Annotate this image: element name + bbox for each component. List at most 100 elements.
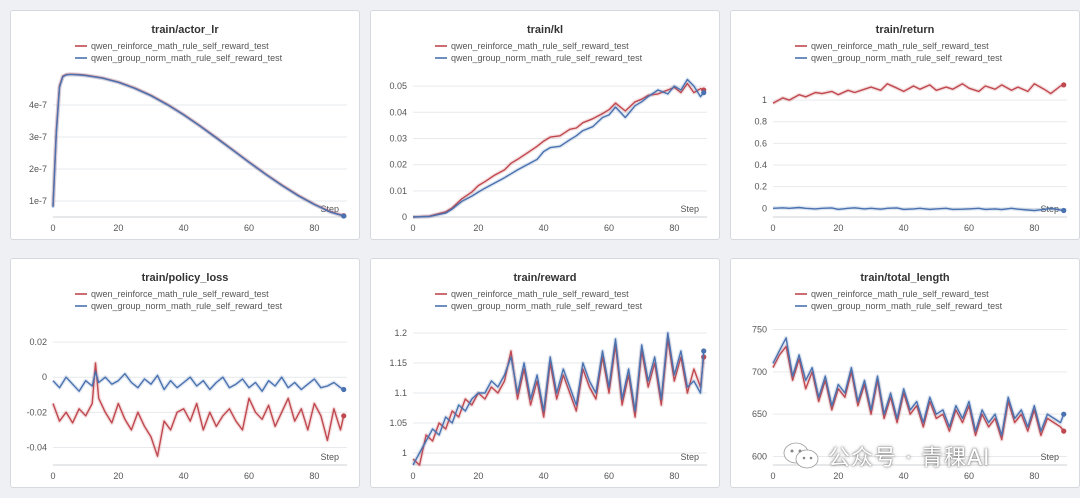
series-endpoint-0 [1061,428,1067,434]
y-tick-label: 700 [752,367,767,377]
y-tick-label: 0.02 [389,160,407,170]
series-line-1 [772,206,1064,212]
series-endpoint-1 [1061,411,1067,417]
x-tick-label: 0 [50,223,55,233]
chart-title: train/actor_lr [151,24,219,36]
chart-title: train/reward [514,272,577,284]
legend-label: qwen_reinforce_math_rule_self_reward_tes… [451,289,629,299]
y-tick-label: 0.02 [29,337,47,347]
x-tick-label: 60 [244,471,254,481]
series-line-1 [52,73,344,217]
watermark: 公众号 · 青稞AI [782,438,991,474]
x-tick-label: 80 [669,471,679,481]
legend-label: qwen_reinforce_math_rule_self_reward_tes… [91,289,269,299]
chart-title: train/policy_loss [142,272,229,284]
x-tick-label: 80 [669,223,679,233]
chart-panel-kl: train/kl qwen_reinforce_math_rule_self_re… [370,10,720,240]
x-axis-label: Step [680,204,699,214]
x-tick-label: 20 [473,223,483,233]
x-tick-label: 60 [964,471,974,481]
legend-label: qwen_group_norm_math_rule_self_reward_te… [451,301,643,311]
x-tick-label: 40 [179,223,189,233]
x-tick-label: 0 [410,471,415,481]
chart-title: train/total_length [860,272,950,284]
legend-label: qwen_group_norm_math_rule_self_reward_te… [91,53,283,63]
legend-label: qwen_reinforce_math_rule_self_reward_tes… [91,41,269,51]
chart-panel-reward: train/reward qwen_reinforce_math_rule_sel… [370,258,720,488]
y-tick-label: 1e-7 [29,196,47,206]
wechat-icon [783,442,819,469]
x-tick-label: 80 [1029,471,1039,481]
y-tick-label: 1.1 [394,388,407,398]
series-line-1 [52,371,345,392]
legend-label: qwen_group_norm_math_rule_self_reward_te… [811,301,1003,311]
x-tick-label: 0 [770,471,775,481]
x-tick-label: 60 [964,223,974,233]
series-line-1 [412,332,705,466]
x-tick-label: 80 [309,223,319,233]
chart-panel-policy-loss: train/policy_loss qwen_reinforce_math_rul… [10,258,360,488]
chart-svg: train/total_length qwen_reinforce_math_ru… [752,272,1067,481]
chart-panel-return: train/return qwen_reinforce_math_rule_sel… [730,10,1080,240]
series-line-1 [772,337,1065,437]
y-tick-label: 0 [762,203,767,213]
x-tick-label: 60 [604,471,614,481]
chart-panel-actor-lr: train/actor_lr qwen_reinforce_math_rule_s… [10,10,360,240]
chart-svg: train/kl qwen_reinforce_math_rule_self_re… [389,24,707,233]
chart-svg: train/return qwen_reinforce_math_rule_sel… [754,24,1067,233]
y-tick-label: 0.05 [389,81,407,91]
x-tick-label: 20 [833,223,843,233]
y-tick-label: 4e-7 [29,100,47,110]
legend-label: qwen_group_norm_math_rule_self_reward_te… [91,301,283,311]
x-axis-label: Step [1040,452,1059,462]
y-tick-label: 0.6 [754,138,767,148]
x-tick-label: 40 [899,471,909,481]
legend-label: qwen_group_norm_math_rule_self_reward_te… [451,53,643,63]
series-band-0 [412,81,705,219]
x-tick-label: 60 [244,223,254,233]
series-endpoint-0 [341,413,347,419]
x-tick-label: 40 [179,471,189,481]
chart-title: train/return [876,24,935,36]
x-tick-label: 40 [539,223,549,233]
x-tick-label: 20 [473,471,483,481]
x-tick-label: 40 [539,471,549,481]
series-endpoint-1 [341,213,347,219]
legend-label: qwen_reinforce_math_rule_self_reward_tes… [451,41,629,51]
chart-svg: train/actor_lr qwen_reinforce_math_rule_s… [29,24,347,233]
x-tick-label: 0 [770,223,775,233]
series-line-0 [52,362,345,457]
series-endpoint-1 [341,386,347,393]
chart-svg: train/policy_loss qwen_reinforce_math_rul… [26,272,347,481]
x-axis-label: Step [680,452,699,462]
legend-label: qwen_reinforce_math_rule_self_reward_tes… [811,289,989,299]
y-tick-label: 0.2 [754,182,767,192]
x-tick-label: 80 [309,471,319,481]
series-endpoint-1 [1061,207,1067,214]
x-axis-label: Step [320,204,339,214]
series-band-1 [412,77,706,219]
series-line-0 [412,82,704,218]
x-axis-label: Step [320,452,339,462]
y-tick-label: -0.04 [26,442,47,452]
y-tick-label: 0.8 [754,117,767,127]
x-tick-label: 0 [410,223,415,233]
y-tick-label: 0 [42,372,47,382]
series-line-0 [772,83,1064,104]
y-tick-label: 1 [762,95,767,105]
x-tick-label: 20 [113,223,123,233]
x-tick-label: 20 [113,471,123,481]
x-tick-label: 80 [1029,223,1039,233]
y-tick-label: -0.02 [26,407,47,417]
y-tick-label: 0.4 [754,160,767,170]
y-tick-label: 1.15 [389,358,407,368]
y-tick-label: 1.2 [394,328,407,338]
x-tick-label: 20 [833,471,843,481]
y-tick-label: 750 [752,324,767,334]
y-tick-label: 1 [402,448,407,458]
y-tick-label: 2e-7 [29,164,47,174]
series-band-0 [411,337,706,467]
series-endpoint-0 [1061,82,1067,88]
chart-svg: train/reward qwen_reinforce_math_rule_sel… [389,272,707,481]
x-tick-label: 40 [899,223,909,233]
